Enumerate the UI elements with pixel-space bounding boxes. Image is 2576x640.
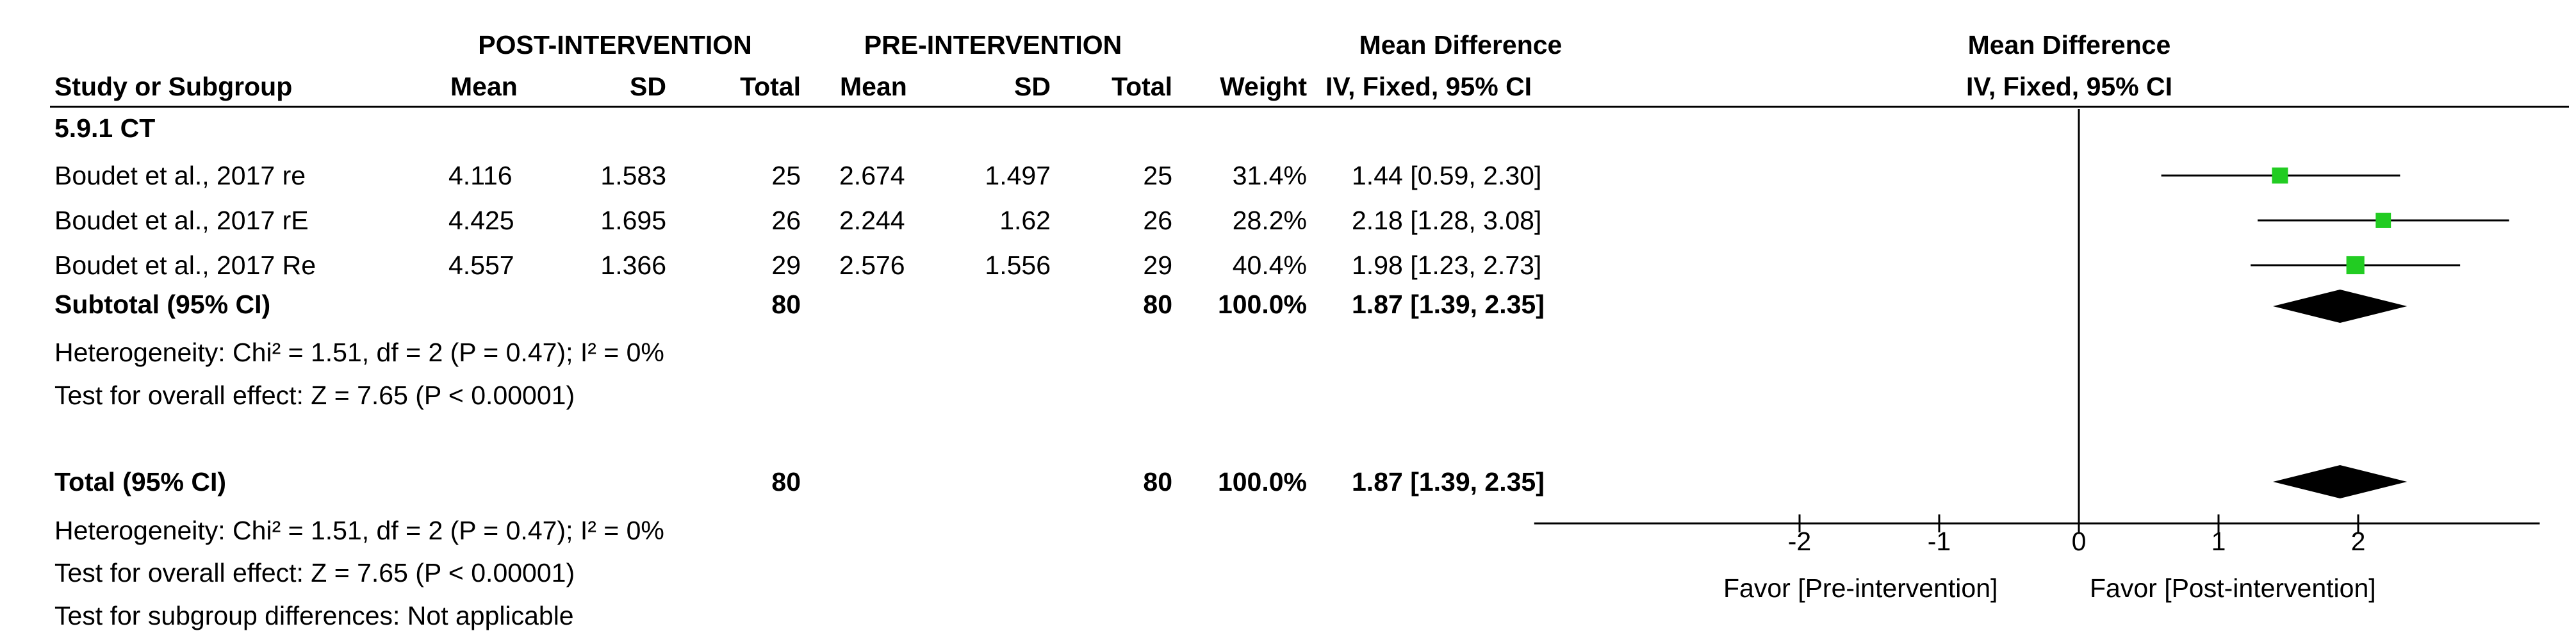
- subtotal-label: Subtotal (95% CI): [54, 290, 271, 319]
- total-diamond: [2273, 465, 2408, 498]
- mean-difference-ci: 2.18 [1.28, 3.08]: [1352, 206, 1542, 235]
- plot-method-header: IV, Fixed, 95% CI: [1965, 72, 2173, 101]
- post-total-column-header: Total: [740, 72, 801, 101]
- study-name: Boudet et al., 2017 Re: [54, 250, 316, 280]
- post-total: 26: [771, 206, 801, 235]
- study-name: Boudet et al., 2017 rE: [54, 206, 309, 235]
- post-total: 25: [771, 161, 801, 190]
- mean-difference-ci: 1.98 [1.23, 2.73]: [1352, 250, 1542, 280]
- x-tick-label: 1: [2211, 527, 2226, 556]
- study-point-marker: [2346, 256, 2365, 275]
- study-point-marker: [2375, 213, 2391, 228]
- post-mean: 4.425: [448, 206, 514, 235]
- post-total: 29: [771, 250, 801, 280]
- subgroup-differences-test: Test for subgroup differences: Not appli…: [54, 601, 574, 630]
- mean-difference-header: Mean Difference: [1359, 30, 1563, 60]
- weight-column-header: Weight: [1220, 72, 1307, 101]
- favor-post-label: Favor [Post-intervention]: [2090, 573, 2376, 603]
- total-post-total: 80: [771, 467, 801, 496]
- total-heterogeneity: Heterogeneity: Chi² = 1.51, df = 2 (P = …: [54, 516, 664, 545]
- post-mean-column-header: Mean: [450, 72, 518, 101]
- pre-sd-column-header: SD: [1014, 72, 1051, 101]
- pre-sd: 1.497: [985, 161, 1051, 190]
- subgroup-overall-effect: Test for overall effect: Z = 7.65 (P < 0…: [54, 381, 575, 410]
- pre-total: 25: [1143, 161, 1172, 190]
- post-mean: 4.557: [448, 250, 514, 280]
- subtotal-pre-total: 80: [1143, 290, 1172, 319]
- weight: 28.2%: [1232, 206, 1307, 235]
- pre-mean: 2.576: [839, 250, 905, 280]
- favor-pre-label: Favor [Pre-intervention]: [1723, 573, 1998, 603]
- subtotal-weight: 100.0%: [1217, 290, 1307, 319]
- pre-mean-column-header: Mean: [840, 72, 907, 101]
- subtotal-ci: 1.87 [1.39, 2.35]: [1352, 290, 1545, 319]
- post-sd: 1.583: [600, 161, 666, 190]
- post-sd: 1.695: [600, 206, 666, 235]
- study-point-marker: [2272, 167, 2288, 184]
- subgroup-heterogeneity: Heterogeneity: Chi² = 1.51, df = 2 (P = …: [54, 338, 664, 367]
- study-name: Boudet et al., 2017 re: [54, 161, 306, 190]
- weight: 31.4%: [1232, 161, 1307, 190]
- post-intervention-header: POST-INTERVENTION: [478, 30, 752, 60]
- pre-intervention-header: PRE-INTERVENTION: [864, 30, 1122, 60]
- header-rule: [50, 106, 2569, 108]
- x-tick-label: 0: [2072, 527, 2087, 556]
- subtotal-post-total: 80: [771, 290, 801, 319]
- total-weight: 100.0%: [1217, 467, 1307, 496]
- x-tick-label: 2: [2351, 527, 2366, 556]
- study-column-header: Study or Subgroup: [54, 72, 293, 101]
- total-overall-effect: Test for overall effect: Z = 7.65 (P < 0…: [54, 558, 575, 587]
- pre-total: 29: [1143, 250, 1172, 280]
- subgroup-label: 5.9.1 CT: [54, 113, 156, 143]
- pre-sd: 1.62: [999, 206, 1051, 235]
- pre-sd: 1.556: [985, 250, 1051, 280]
- subtotal-diamond: [2273, 290, 2408, 323]
- mean-difference-ci: 1.44 [0.59, 2.30]: [1352, 161, 1542, 190]
- x-tick-label: -2: [1788, 527, 1811, 556]
- weight: 40.4%: [1232, 250, 1307, 280]
- pre-total-column-header: Total: [1112, 72, 1172, 101]
- total-label: Total (95% CI): [54, 467, 227, 496]
- pre-mean: 2.674: [839, 161, 905, 190]
- pre-mean: 2.244: [839, 206, 905, 235]
- x-tick-label: -1: [1928, 527, 1951, 556]
- plot-mean-difference-header: Mean Difference: [1967, 30, 2171, 60]
- post-sd-column-header: SD: [630, 72, 666, 101]
- total-ci: 1.87 [1.39, 2.35]: [1352, 467, 1545, 496]
- post-sd: 1.366: [600, 250, 666, 280]
- md-method-column-header: IV, Fixed, 95% CI: [1325, 72, 1532, 101]
- total-pre-total: 80: [1143, 467, 1172, 496]
- pre-total: 26: [1143, 206, 1172, 235]
- post-mean: 4.116: [448, 161, 513, 190]
